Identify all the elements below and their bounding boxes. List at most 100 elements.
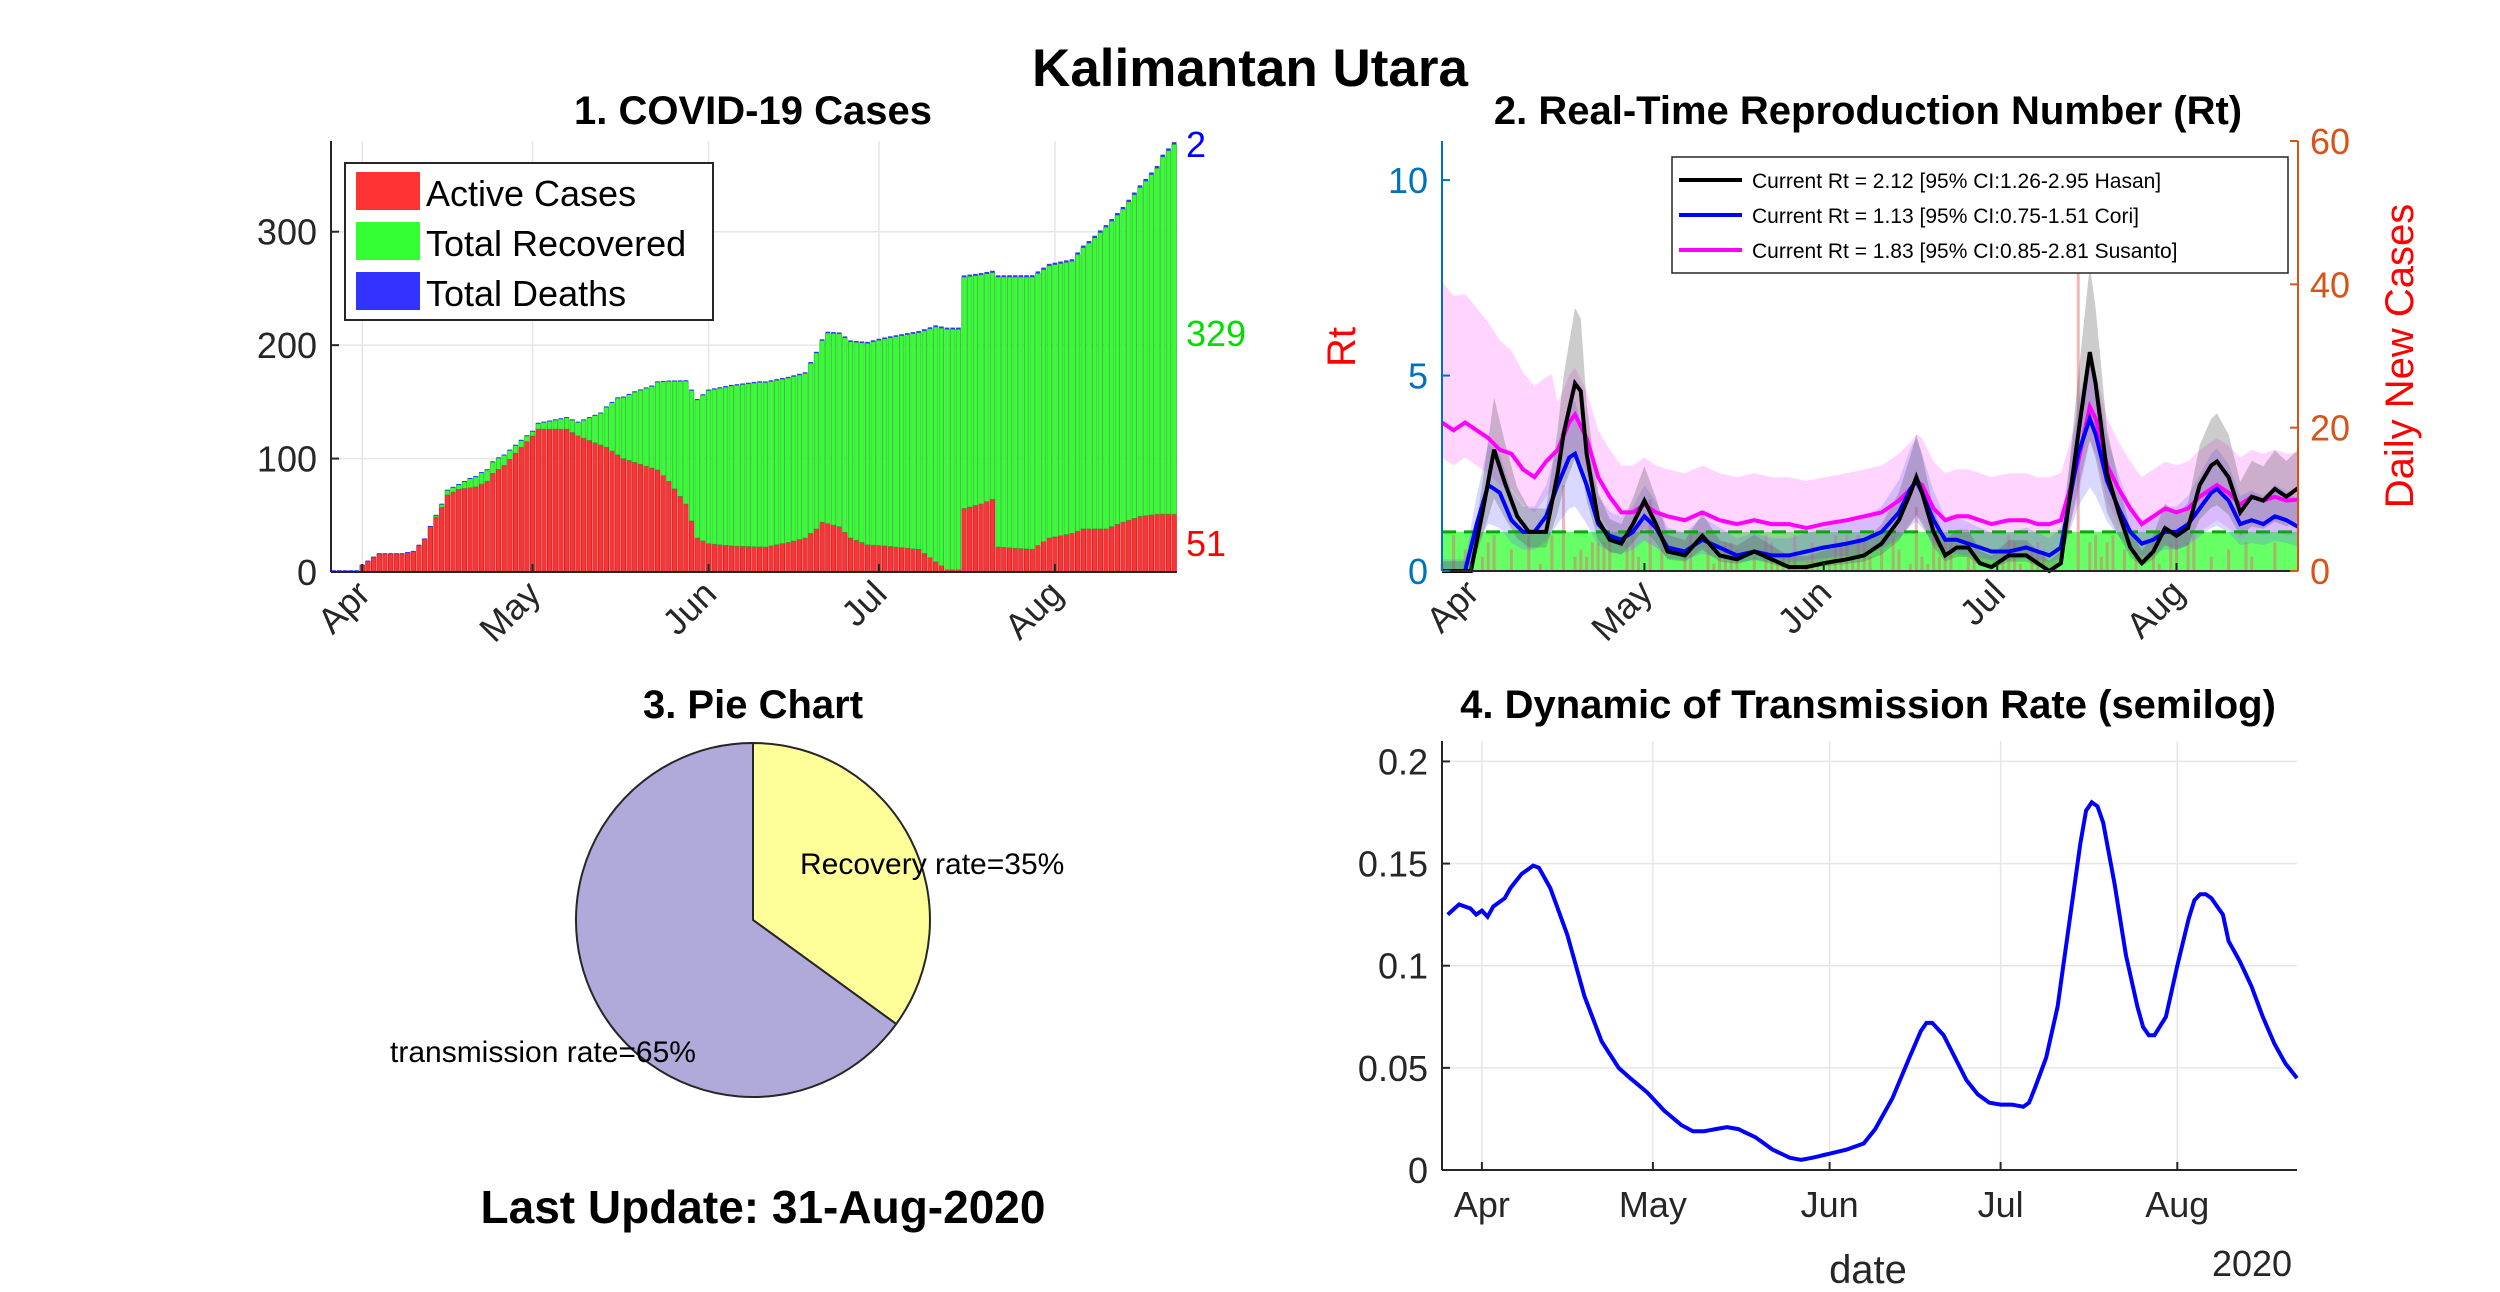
bar-active bbox=[1018, 548, 1024, 573]
bar-active bbox=[1029, 549, 1035, 573]
bar-recovered bbox=[1126, 201, 1132, 521]
bar-active bbox=[802, 537, 808, 573]
bar-recovered bbox=[938, 327, 944, 567]
bar-active bbox=[575, 435, 581, 573]
bar-deaths bbox=[626, 393, 632, 395]
bar-deaths bbox=[1041, 267, 1046, 270]
bar-active bbox=[518, 446, 524, 573]
bar-deaths bbox=[354, 570, 359, 572]
bar-deaths bbox=[768, 380, 774, 382]
bar-recovered bbox=[1040, 269, 1047, 543]
bar-deaths bbox=[513, 444, 518, 446]
bar-recovered bbox=[898, 335, 905, 548]
bar-deaths bbox=[507, 449, 513, 451]
bar-active bbox=[887, 546, 893, 573]
bar-deaths bbox=[1166, 148, 1171, 151]
end-label-recovered: 329 bbox=[1186, 313, 1246, 354]
bar-recovered bbox=[524, 435, 530, 442]
bar-recovered bbox=[626, 394, 632, 461]
bar-recovered bbox=[785, 377, 791, 543]
panel2-ci-bands bbox=[1442, 265, 2298, 571]
bar-deaths bbox=[365, 560, 371, 562]
bar-deaths bbox=[393, 553, 399, 555]
bar-recovered bbox=[921, 330, 927, 554]
panel2-daily-bar bbox=[1810, 542, 1814, 571]
bar-recovered bbox=[757, 382, 763, 548]
bar-deaths bbox=[814, 351, 819, 354]
bar-recovered bbox=[1075, 254, 1081, 532]
bar-active bbox=[620, 458, 627, 573]
bar-active bbox=[654, 469, 661, 573]
bar-recovered bbox=[864, 342, 871, 546]
bar-deaths bbox=[1046, 263, 1052, 266]
bar-recovered bbox=[813, 352, 820, 530]
bar-recovered bbox=[461, 481, 468, 489]
bar-recovered bbox=[609, 402, 615, 452]
bar-active bbox=[1120, 521, 1126, 573]
bar-recovered bbox=[893, 336, 899, 548]
bar-active bbox=[751, 546, 757, 573]
panel2-daily-bar bbox=[1972, 556, 1976, 571]
bar-deaths bbox=[575, 421, 581, 423]
bar-deaths bbox=[467, 477, 473, 479]
panel4-xtick-label: Aug bbox=[2145, 1184, 2209, 1225]
panel1-title: 1. COVID-19 Cases bbox=[574, 89, 932, 133]
bar-recovered bbox=[654, 381, 661, 471]
bar-active bbox=[1086, 528, 1092, 573]
bar-deaths bbox=[592, 414, 598, 416]
bar-deaths bbox=[615, 397, 621, 399]
pie-slice-transmission bbox=[575, 741, 898, 1098]
panel2-daily-bar bbox=[2036, 542, 2040, 571]
bar-active bbox=[694, 537, 700, 573]
bar-deaths bbox=[422, 538, 428, 540]
panel2-daily-bar bbox=[1579, 549, 1583, 571]
panel2-axes: 0 5 10 0 20 40 60 Apr May Jun Jul Aug bbox=[1388, 121, 2350, 649]
panel4-ytick-label: 0.1 bbox=[1378, 946, 1428, 987]
bar-recovered bbox=[762, 382, 768, 548]
bar-active bbox=[898, 547, 905, 573]
bar-active bbox=[473, 486, 479, 573]
bar-deaths bbox=[797, 373, 802, 376]
panel2-daily-bar bbox=[1897, 549, 1901, 571]
panel4-xtick-label: May bbox=[1619, 1184, 1687, 1225]
bar-deaths bbox=[569, 419, 575, 421]
panel2-rt-line bbox=[1442, 412, 2299, 573]
panel2-daily-bar bbox=[1452, 535, 1456, 571]
bar-active bbox=[370, 556, 377, 573]
panel2-ytick-right-label: 40 bbox=[2310, 264, 2350, 305]
bar-recovered bbox=[632, 391, 638, 463]
panel1-xtick-label: May bbox=[471, 573, 548, 650]
panel4-ytick-label: 0.15 bbox=[1358, 844, 1428, 885]
bar-deaths bbox=[524, 435, 530, 437]
bar-deaths bbox=[547, 420, 552, 422]
bar-deaths bbox=[751, 381, 757, 384]
panel4-ytick-label: 0.05 bbox=[1358, 1048, 1428, 1089]
bar-active bbox=[864, 544, 871, 573]
bar-deaths bbox=[1075, 252, 1080, 255]
bar-recovered bbox=[586, 417, 592, 441]
bar-active bbox=[1006, 547, 1013, 573]
bar-active bbox=[1063, 534, 1069, 573]
bar-recovered bbox=[887, 337, 893, 547]
bar-recovered bbox=[705, 390, 712, 544]
panel2-daily-bar bbox=[1573, 556, 1577, 571]
panel2-daily-bar bbox=[1775, 563, 1779, 571]
bar-active bbox=[660, 475, 666, 573]
bar-active bbox=[859, 542, 865, 573]
bar-deaths bbox=[587, 417, 592, 419]
bar-active bbox=[524, 441, 530, 573]
bar-recovered bbox=[598, 412, 604, 446]
bar-recovered bbox=[575, 421, 581, 437]
legend-label-hasan: Current Rt = 2.12 [95% CI:1.26-2.95 Hasa… bbox=[1752, 170, 2161, 193]
bar-recovered bbox=[1120, 208, 1126, 523]
bar-deaths bbox=[774, 379, 780, 381]
bar-deaths bbox=[1018, 275, 1024, 278]
bar-recovered bbox=[569, 419, 575, 433]
panel1-legend: Active Cases Total Recovered Total Death… bbox=[344, 162, 714, 321]
panel2-daily-bar bbox=[1926, 563, 1930, 571]
bar-active bbox=[456, 488, 462, 573]
panel2-daily-bar bbox=[2227, 549, 2231, 571]
bar-deaths bbox=[564, 417, 569, 419]
bar-active bbox=[541, 428, 547, 573]
bar-recovered bbox=[620, 397, 627, 459]
